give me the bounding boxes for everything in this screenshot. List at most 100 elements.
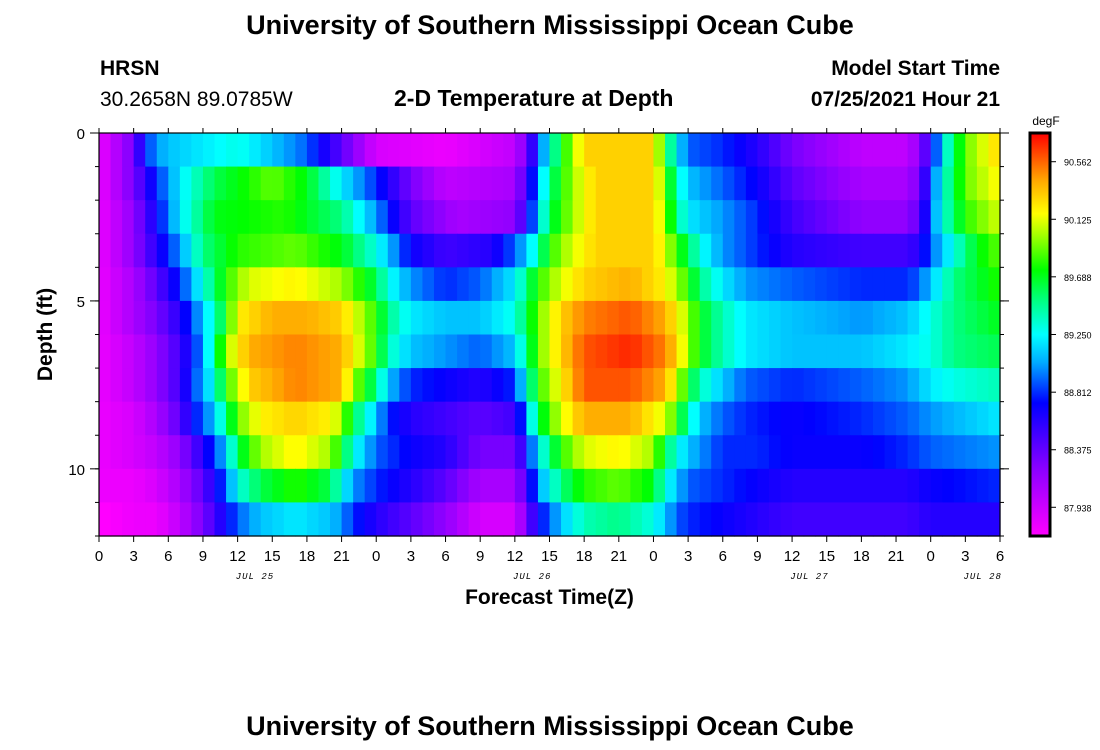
heatmap-cell — [734, 368, 747, 403]
heatmap-cell — [815, 435, 828, 470]
heatmap-cell — [618, 200, 631, 235]
heatmap-cell — [745, 200, 759, 235]
y-axis-title: Depth (ft) — [34, 288, 57, 381]
x-tick-label: 21 — [610, 548, 627, 565]
heatmap-cell — [976, 267, 990, 302]
heatmap-cell — [757, 267, 770, 302]
heatmap-cell — [133, 502, 146, 537]
heatmap-cell — [653, 368, 666, 403]
heatmap-cell — [838, 133, 851, 168]
heatmap-cell — [815, 166, 828, 201]
heatmap-cell — [676, 300, 689, 336]
heatmap-cell — [480, 435, 493, 470]
heatmap-cell — [919, 368, 932, 403]
heatmap-cell — [272, 200, 285, 235]
heatmap-cell — [433, 233, 447, 268]
heatmap-cell — [364, 233, 377, 268]
heatmap-cell — [607, 502, 620, 537]
heatmap-cell — [896, 133, 909, 168]
heatmap-cell — [942, 166, 955, 201]
heatmap-cell — [306, 334, 320, 369]
heatmap-cell — [665, 368, 678, 403]
heatmap-cell — [561, 166, 574, 201]
heatmap-cell — [272, 435, 285, 470]
heatmap-cell — [734, 401, 747, 436]
heatmap-cell — [930, 502, 943, 537]
heatmap-cell — [803, 300, 816, 336]
heatmap-cell — [919, 233, 932, 268]
heatmap-cell — [168, 133, 181, 168]
heatmap-cell — [110, 502, 123, 537]
heatmap-cell — [410, 368, 424, 403]
heatmap-cell — [711, 502, 724, 537]
heatmap-cell — [780, 233, 793, 268]
heatmap-cell — [572, 166, 585, 201]
heatmap-cell — [422, 233, 435, 268]
heatmap-cell — [364, 334, 377, 369]
heatmap-cell — [688, 133, 701, 168]
heatmap-cell — [341, 468, 354, 504]
heatmap-cell — [480, 401, 493, 436]
heatmap-cell — [976, 200, 990, 235]
heatmap-cell — [861, 502, 874, 537]
heatmap-cell — [226, 468, 239, 504]
heatmap-cell — [283, 468, 296, 504]
heatmap-cell — [191, 267, 204, 302]
heatmap-cell — [191, 401, 204, 436]
heatmap-cell — [907, 300, 920, 336]
heatmap-cell — [260, 401, 273, 436]
heatmap-cell — [514, 435, 527, 470]
heatmap-cell — [399, 334, 412, 369]
heatmap-cell — [457, 300, 470, 336]
heatmap-cell — [237, 468, 250, 504]
x-axis: 0 3 6 9 12 15 18 21 0 3 6 9 12 15 18 21 0 3 6 9 12 15 18 21 0 3 6 J… — [95, 128, 1004, 609]
heatmap-cell — [584, 334, 597, 369]
heatmap-cell — [410, 468, 424, 504]
heatmap-cell — [711, 468, 724, 504]
heatmap-cell — [318, 401, 331, 436]
heatmap-cell — [410, 233, 424, 268]
heatmap-cell — [849, 133, 862, 168]
heatmap-cell — [792, 267, 805, 302]
x-tick-label: 9 — [753, 548, 761, 565]
heatmap-cell — [688, 401, 701, 436]
heatmap-cell — [156, 502, 169, 537]
heatmap-cell — [630, 435, 643, 470]
heatmap-cell — [110, 267, 123, 302]
heatmap-cell — [445, 334, 458, 369]
x-tick-label: 6 — [719, 548, 727, 565]
heatmap-cell — [237, 334, 250, 369]
heatmap-cell — [156, 166, 169, 201]
heatmap-cell — [260, 200, 273, 235]
heatmap-cell — [780, 334, 793, 369]
x-axis-title: Forecast Time(Z) — [465, 586, 634, 609]
heatmap-cell — [896, 468, 909, 504]
heatmap-cell — [953, 368, 966, 403]
heatmap-cell — [907, 267, 920, 302]
heatmap-cell — [191, 166, 204, 201]
heatmap-cell — [191, 200, 204, 235]
heatmap-cell — [537, 435, 551, 470]
heatmap-cell — [653, 502, 666, 537]
heatmap-cell — [930, 468, 943, 504]
heatmap-cell — [549, 468, 562, 504]
heatmap-cell — [422, 300, 435, 336]
heatmap-cell — [491, 368, 504, 403]
heatmap-cell — [283, 133, 296, 168]
heatmap-cell — [226, 200, 239, 235]
heatmap-cell — [988, 334, 1001, 369]
heatmap-cell — [341, 435, 354, 470]
heatmap-cell — [341, 233, 354, 268]
heatmap-cell — [665, 133, 678, 168]
heatmap-cell — [491, 334, 504, 369]
heatmap-cell — [919, 502, 932, 537]
heatmap-cell — [387, 502, 400, 537]
heatmap-cell — [376, 502, 389, 537]
heatmap-cell — [907, 468, 920, 504]
heatmap-cell — [884, 368, 897, 403]
heatmap-cell — [953, 200, 966, 235]
heatmap-cell — [330, 435, 343, 470]
heatmap-cell — [503, 166, 516, 201]
heatmap-cell — [699, 300, 712, 336]
heatmap-cell — [849, 267, 862, 302]
